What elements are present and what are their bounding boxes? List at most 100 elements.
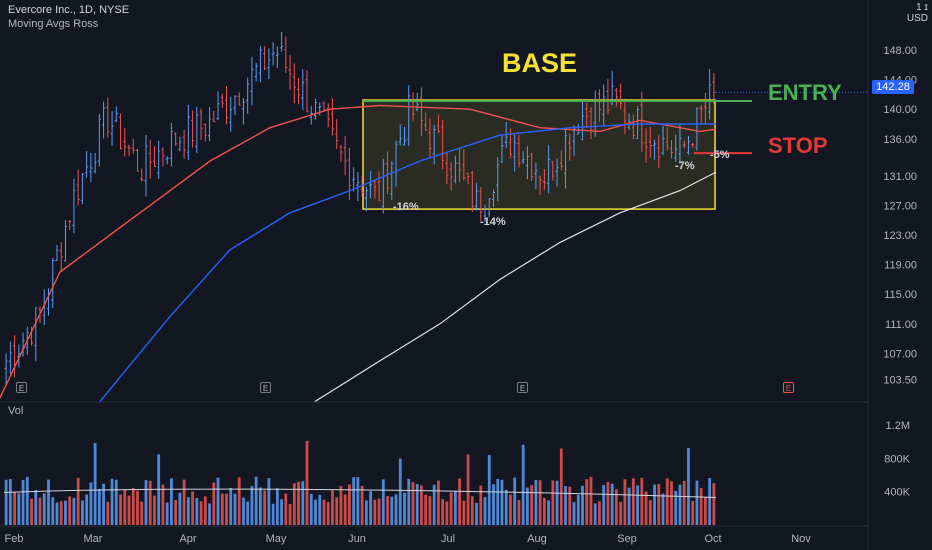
volume-bar bbox=[581, 485, 584, 525]
volume-bar bbox=[305, 440, 309, 525]
volume-bar bbox=[170, 478, 173, 525]
volume-bar bbox=[51, 497, 55, 525]
volume-bar bbox=[640, 477, 644, 525]
volume-bar bbox=[602, 485, 606, 525]
volume-bar bbox=[246, 501, 250, 525]
volume-bar bbox=[191, 491, 194, 525]
volume-bar bbox=[259, 487, 262, 525]
volume-bar bbox=[186, 497, 190, 525]
earnings-icon[interactable]: E bbox=[16, 382, 27, 393]
volume-bar bbox=[8, 479, 12, 525]
volume-bar bbox=[42, 493, 46, 525]
volume-bar bbox=[526, 487, 529, 525]
volume-bar bbox=[174, 500, 178, 525]
volume-bar bbox=[623, 479, 627, 525]
volume-bar bbox=[322, 499, 326, 525]
y-tick-label: 107.00 bbox=[883, 348, 917, 360]
volume-bar bbox=[106, 501, 110, 525]
volume-bar bbox=[364, 500, 368, 525]
entry-label: ENTRY bbox=[768, 80, 842, 105]
volume-bar bbox=[678, 484, 682, 525]
volume-bar bbox=[47, 479, 50, 525]
volume-tick-label: 800K bbox=[884, 453, 910, 465]
volume-bar bbox=[657, 484, 661, 525]
volume-bar bbox=[326, 502, 330, 525]
volume-bar bbox=[631, 478, 635, 525]
volume-bar bbox=[411, 482, 415, 525]
volume-tick-label: 1.2M bbox=[886, 420, 910, 432]
volume-bar bbox=[428, 496, 432, 525]
volume-bar bbox=[534, 479, 538, 525]
volume-bar bbox=[665, 478, 669, 525]
volume-bar bbox=[420, 485, 423, 525]
volume-bar bbox=[280, 499, 283, 525]
volume-bar bbox=[576, 494, 580, 525]
volume-bar bbox=[386, 496, 389, 525]
volume-bar bbox=[148, 480, 152, 525]
volume-bar bbox=[4, 479, 8, 525]
volume-bar bbox=[339, 486, 343, 525]
volume-bar bbox=[708, 478, 712, 525]
volume-bar bbox=[627, 487, 631, 525]
volume-bar bbox=[424, 494, 428, 525]
volume-bar bbox=[517, 500, 521, 525]
volume-bar bbox=[504, 489, 508, 525]
volume-bar bbox=[712, 483, 716, 525]
volume-bar bbox=[123, 489, 127, 525]
y-tick-label: 127.00 bbox=[883, 200, 917, 212]
volume-bar bbox=[648, 500, 652, 525]
volume-bar bbox=[21, 479, 25, 525]
volume-bar bbox=[500, 479, 504, 525]
x-tick-label: Oct bbox=[704, 533, 721, 545]
volume-bar bbox=[559, 448, 563, 525]
base-box bbox=[362, 99, 716, 210]
earnings-icon[interactable]: E bbox=[260, 382, 271, 393]
currency-label[interactable]: 1 ɪ USD bbox=[907, 2, 928, 24]
volume-bar bbox=[301, 481, 305, 525]
volume-bar bbox=[318, 494, 322, 525]
earnings-icon[interactable]: E bbox=[517, 382, 528, 393]
volume-bar bbox=[585, 479, 589, 525]
earnings-icon[interactable]: E bbox=[783, 382, 794, 393]
volume-bar bbox=[610, 483, 614, 525]
volume-bar bbox=[403, 492, 406, 525]
volume-tick-label: 400K bbox=[884, 487, 910, 499]
volume-bar bbox=[271, 503, 275, 525]
x-tick-label: May bbox=[266, 533, 287, 545]
volume-bar bbox=[551, 480, 555, 525]
y-tick-label: 123.00 bbox=[883, 230, 917, 242]
volume-bar bbox=[178, 492, 182, 525]
volume-bar bbox=[462, 500, 466, 525]
volume-bar bbox=[110, 478, 114, 525]
volume-bar bbox=[415, 484, 419, 525]
volume-bar bbox=[348, 484, 351, 525]
volume-bar bbox=[636, 485, 639, 525]
volume-bar bbox=[458, 478, 461, 525]
volume-bar bbox=[615, 489, 618, 525]
volume-bar bbox=[487, 455, 491, 525]
volume-bar bbox=[479, 485, 483, 525]
volume-bar bbox=[220, 493, 224, 525]
volume-bar bbox=[453, 490, 457, 525]
volume-bar bbox=[288, 504, 292, 525]
volume-bar bbox=[309, 493, 313, 525]
x-tick-label: Jul bbox=[441, 533, 455, 545]
volume-bar bbox=[195, 497, 199, 525]
volume-bar bbox=[64, 500, 67, 525]
volume-bar bbox=[352, 477, 356, 525]
volume-bar bbox=[606, 481, 610, 525]
volume-bar bbox=[466, 454, 470, 525]
volume-bar bbox=[331, 490, 334, 525]
volume-bar bbox=[237, 477, 241, 525]
y-tick-label: 140.00 bbox=[883, 104, 917, 116]
volume-bar bbox=[72, 497, 76, 525]
volume-bar bbox=[85, 494, 89, 525]
volume-bar bbox=[284, 493, 288, 525]
y-tick-label: 131.00 bbox=[883, 171, 917, 183]
pullback-label-1: -16% bbox=[393, 201, 419, 213]
volume-bar bbox=[521, 444, 525, 525]
x-tick-label: Sep bbox=[617, 533, 637, 545]
volume-bar bbox=[297, 481, 300, 525]
volume-bar bbox=[216, 477, 220, 525]
